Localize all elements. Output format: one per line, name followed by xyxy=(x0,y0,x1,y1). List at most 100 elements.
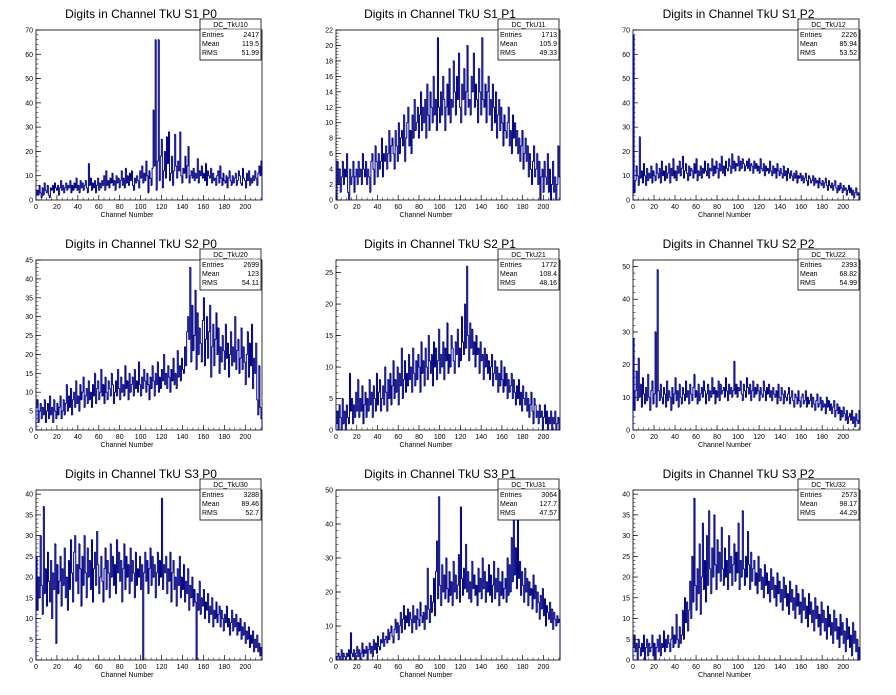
histogram-bin xyxy=(820,183,823,186)
histogram-bin xyxy=(435,347,437,368)
histogram-bin xyxy=(257,399,259,416)
histogram-bin xyxy=(636,371,639,402)
histogram-bin xyxy=(647,639,649,657)
histogram-bin xyxy=(389,632,391,640)
histogram-bin xyxy=(519,379,521,406)
histogram-bin xyxy=(400,347,403,386)
histogram-bin xyxy=(533,145,535,162)
histogram-bin xyxy=(748,531,750,566)
stats-value-entries: 2573 xyxy=(841,492,857,499)
histogram-bin xyxy=(393,153,396,170)
histogram-bin xyxy=(54,543,56,590)
histogram-bin xyxy=(43,506,46,595)
stats-box: DC_TkU20 Entries 2699 Mean 123 RMS 54.11 xyxy=(199,248,262,291)
histogram-bin xyxy=(803,177,806,183)
histogram-bin xyxy=(80,384,83,401)
histogram-bin xyxy=(674,377,677,395)
histogram-bin xyxy=(222,335,225,352)
histogram-bin xyxy=(47,551,49,607)
histogram-bin xyxy=(514,122,516,139)
stats-value-mean: 127.7 xyxy=(539,501,557,508)
y-tick-label: 40 xyxy=(25,100,33,107)
histogram-bin xyxy=(780,168,783,174)
histogram-bin xyxy=(205,601,207,619)
histogram-bin xyxy=(38,577,41,599)
histogram-bin xyxy=(856,413,858,421)
stats-value-rms: 47.57 xyxy=(539,510,557,517)
histogram-bin xyxy=(87,163,90,193)
histogram-bin xyxy=(223,173,226,182)
histogram-bin xyxy=(513,115,515,139)
histogram-bin xyxy=(216,175,218,186)
histogram-bin xyxy=(687,390,689,398)
histogram-bin xyxy=(149,170,152,179)
histogram-bin xyxy=(692,170,694,179)
histogram-bin xyxy=(638,136,641,186)
histogram-bin xyxy=(50,396,52,416)
histogram-bin xyxy=(775,168,777,179)
x-tick-label: 40 xyxy=(74,434,82,441)
histogram-bin xyxy=(857,192,859,196)
y-tick-label: 20 xyxy=(25,575,33,582)
y-tick-label: 60 xyxy=(25,52,33,59)
histogram-bin xyxy=(172,357,175,381)
histogram-bin xyxy=(730,166,732,174)
histogram-bin xyxy=(770,161,772,172)
x-tick-label: 60 xyxy=(394,204,402,211)
x-tick-label: 40 xyxy=(671,664,679,671)
histogram-bin xyxy=(722,568,725,586)
histogram-bin xyxy=(347,153,349,193)
histogram-bin xyxy=(785,585,788,607)
histogram-bin xyxy=(437,37,440,108)
histogram-bin xyxy=(671,626,673,640)
histogram-bin xyxy=(224,614,227,624)
stats-label-rms: RMS xyxy=(202,50,218,57)
histogram-bin xyxy=(202,589,205,607)
histogram-bin xyxy=(850,187,852,193)
histogram-bin xyxy=(164,564,166,574)
histogram-bin xyxy=(488,360,491,381)
histogram-bin xyxy=(396,145,399,162)
x-tick-label: 100 xyxy=(434,434,446,441)
histogram-bin xyxy=(496,366,498,380)
histogram-bin xyxy=(94,180,96,188)
histogram-bin xyxy=(801,393,804,398)
histogram-bin xyxy=(729,535,731,574)
histogram-bin xyxy=(64,403,67,415)
x-tick-label: 60 xyxy=(394,434,402,441)
y-tick-label: 16 xyxy=(325,74,333,81)
histogram-bin xyxy=(174,372,177,385)
histogram-bin xyxy=(117,539,119,574)
histogram-bin xyxy=(114,180,117,191)
x-tick-label: 120 xyxy=(156,664,168,671)
histogram-bin xyxy=(522,130,525,170)
histogram-bin xyxy=(178,555,181,586)
histogram-bin xyxy=(854,192,856,198)
y-tick-label: 30 xyxy=(25,533,33,540)
x-tick-label: 40 xyxy=(74,664,82,671)
histogram-bin xyxy=(197,593,200,611)
x-tick-label: 0 xyxy=(34,204,38,211)
stats-value-mean: 119.5 xyxy=(242,41,259,48)
histogram-bin xyxy=(115,564,117,595)
histogram-bin xyxy=(412,115,415,139)
histogram-bin xyxy=(646,638,648,648)
stats-label-mean: Mean xyxy=(500,501,518,508)
y-tick-label: 0 xyxy=(329,198,333,205)
histogram-bin xyxy=(791,170,793,177)
y-tick-label: 0 xyxy=(29,198,33,205)
histogram-bin xyxy=(751,390,753,401)
stats-value-entries: 2699 xyxy=(243,262,259,269)
histogram-bin xyxy=(235,613,237,627)
histogram-bin xyxy=(252,175,254,183)
histogram-bin xyxy=(414,373,416,387)
histogram-bin xyxy=(70,539,72,590)
histogram-bin xyxy=(397,367,400,406)
histogram-bin xyxy=(112,384,115,405)
histogram-bin xyxy=(456,584,459,599)
histogram-bin xyxy=(491,353,493,368)
histogram-bin xyxy=(425,348,428,368)
x-tick-label: 180 xyxy=(517,664,529,671)
histogram-bin xyxy=(689,580,691,611)
histogram-bin xyxy=(445,106,447,131)
